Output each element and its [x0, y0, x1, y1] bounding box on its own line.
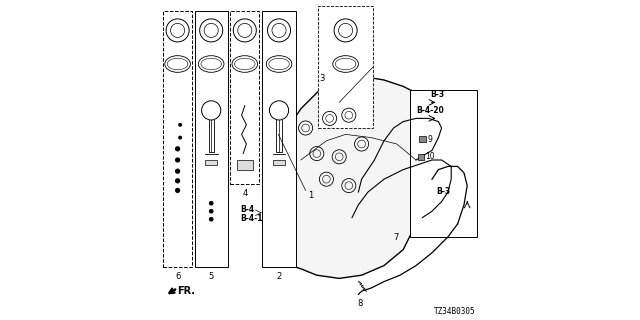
Circle shape — [175, 169, 179, 173]
Circle shape — [210, 218, 212, 221]
Text: B-4: B-4 — [240, 205, 254, 214]
Text: B-3: B-3 — [430, 90, 444, 99]
Bar — [273, 160, 285, 165]
Text: FR.: FR. — [178, 286, 196, 296]
Bar — [410, 90, 477, 237]
Bar — [319, 6, 372, 128]
Text: 1: 1 — [308, 191, 313, 200]
Circle shape — [179, 136, 182, 139]
Circle shape — [175, 188, 179, 192]
Bar — [195, 11, 228, 267]
Text: 7: 7 — [394, 233, 399, 242]
Text: 3: 3 — [319, 74, 324, 83]
Text: 8: 8 — [357, 299, 363, 308]
Circle shape — [175, 158, 179, 162]
Text: B-4-1: B-4-1 — [240, 214, 262, 223]
Text: B-3: B-3 — [436, 188, 450, 196]
Text: 6: 6 — [175, 272, 180, 281]
Polygon shape — [272, 77, 438, 278]
Bar — [205, 160, 217, 165]
Circle shape — [175, 147, 179, 151]
Text: 4: 4 — [242, 189, 248, 198]
Bar — [230, 11, 259, 184]
Circle shape — [179, 124, 182, 126]
Circle shape — [210, 202, 212, 205]
Text: 2: 2 — [276, 272, 282, 281]
Text: 9: 9 — [428, 135, 432, 144]
Text: B-4-20: B-4-20 — [416, 106, 444, 115]
Bar — [417, 154, 424, 160]
Text: 10: 10 — [426, 152, 435, 161]
Bar — [419, 136, 426, 142]
Text: TZ34B0305: TZ34B0305 — [433, 307, 475, 316]
Text: 5: 5 — [209, 272, 214, 281]
Bar — [237, 160, 253, 170]
Bar — [262, 11, 296, 267]
Circle shape — [175, 179, 179, 183]
Circle shape — [210, 210, 212, 213]
Bar — [163, 11, 192, 267]
